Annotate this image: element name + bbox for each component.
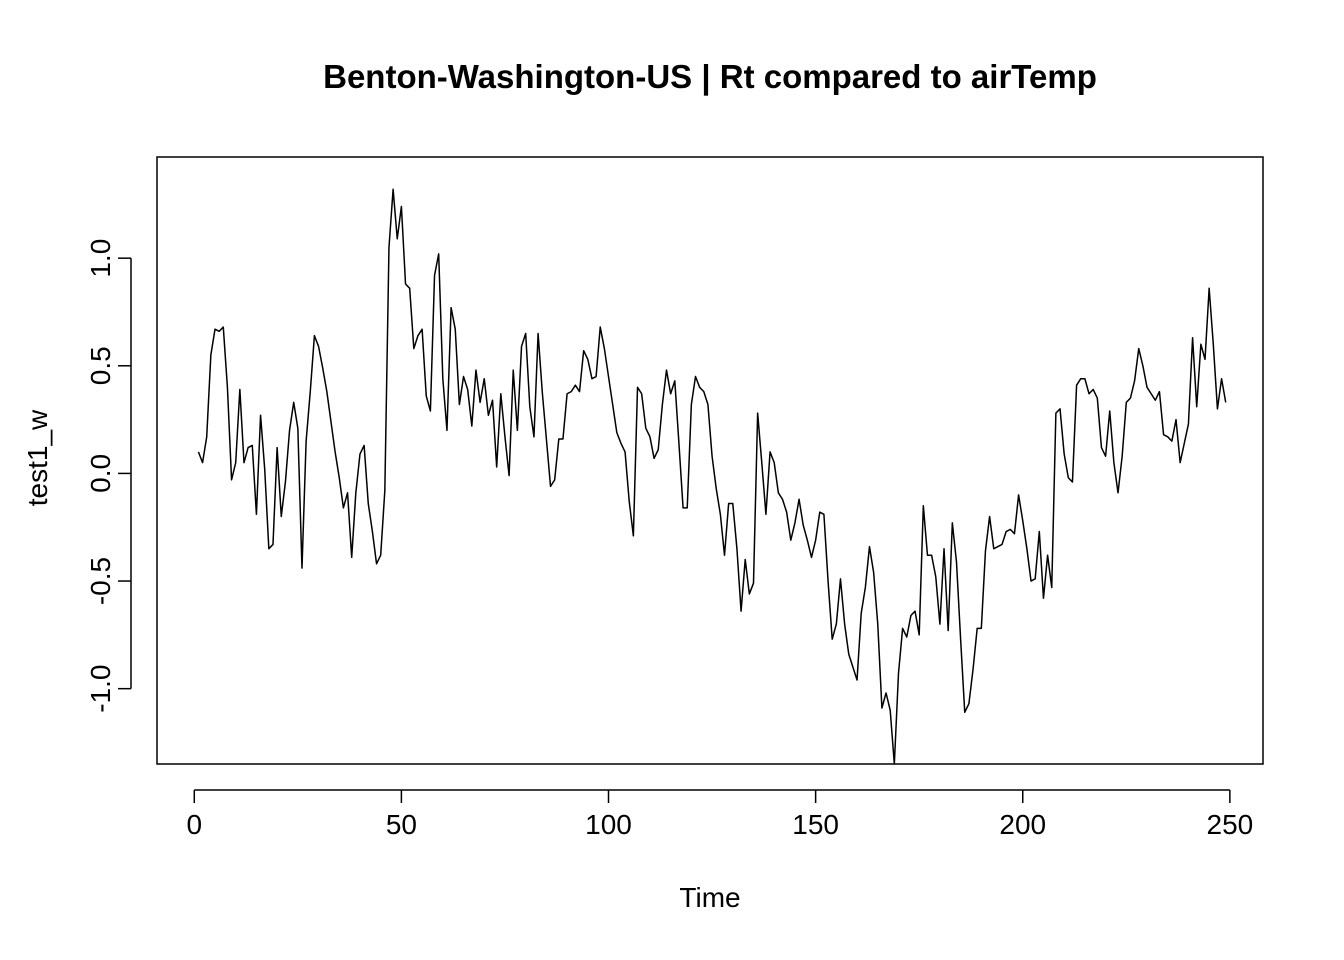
x-axis: 0 50 100 150 200 250 [186, 789, 1254, 840]
x-tick-label: 0 [186, 809, 202, 840]
y-axis: -1.0 -0.5 0.0 0.5 1.0 [85, 239, 132, 713]
x-axis-label: Time [679, 882, 741, 913]
y-tick-label: -0.5 [85, 557, 116, 605]
y-axis-label: test1_w [22, 409, 53, 507]
y-tick-label: 1.0 [85, 239, 116, 278]
y-tick-label: 0.5 [85, 346, 116, 385]
chart-title: Benton-Washington-US | Rt compared to ai… [323, 58, 1097, 95]
y-tick-label: -1.0 [85, 665, 116, 713]
x-tick-label: 150 [792, 809, 839, 840]
plot-frame [156, 156, 1264, 765]
x-tick-label: 250 [1207, 809, 1254, 840]
series-line [197, 188, 1227, 765]
y-tick-label: 0.0 [85, 454, 116, 493]
x-tick-label: 50 [386, 809, 417, 840]
x-tick-label: 200 [999, 809, 1046, 840]
x-tick-label: 100 [585, 809, 632, 840]
